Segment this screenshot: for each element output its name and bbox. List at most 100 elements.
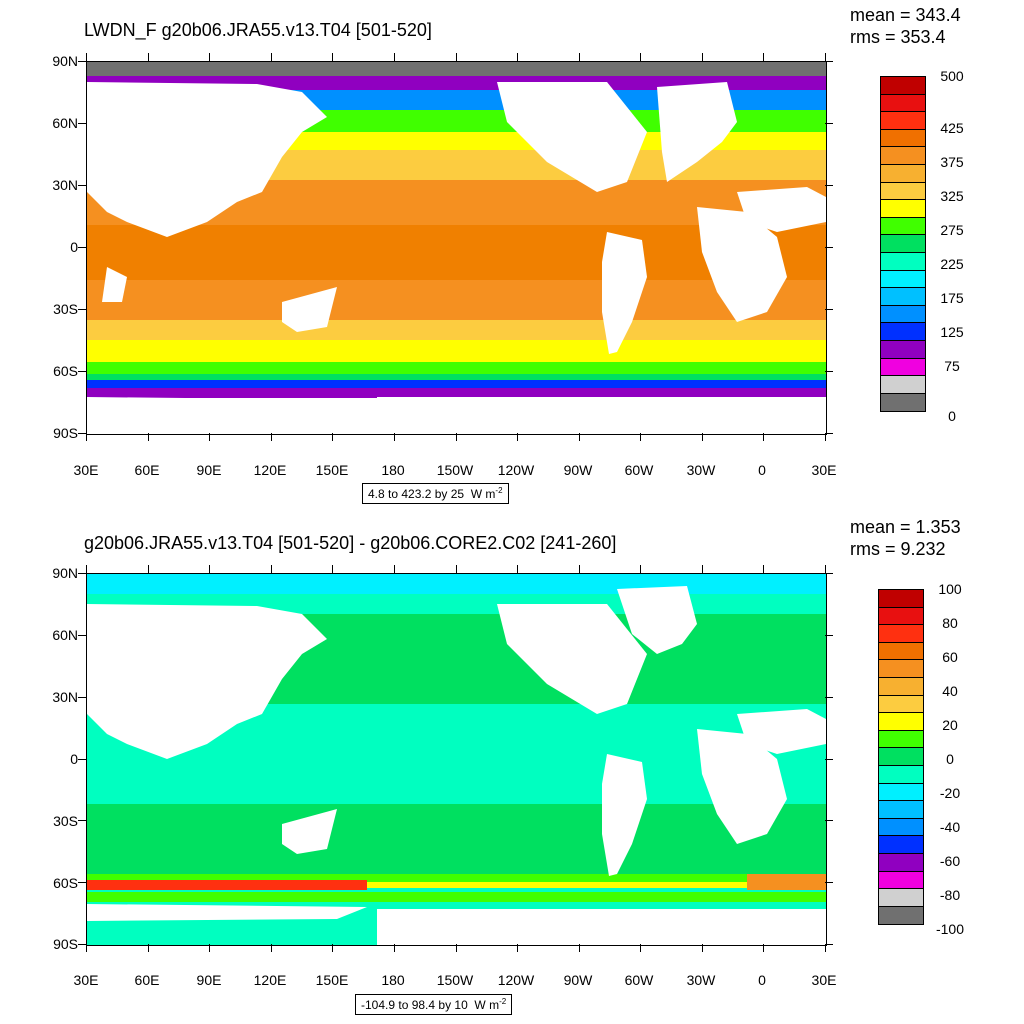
lon-label: 120E <box>253 462 287 478</box>
bottom-mean-stat: mean = 1.353 <box>850 517 961 537</box>
top-colorbar-label: 275 <box>940 222 964 238</box>
axis-tick <box>579 433 580 441</box>
axis-tick <box>825 759 833 760</box>
axis-tick <box>271 944 272 952</box>
axis-tick <box>332 944 333 952</box>
axis-tick <box>394 944 395 952</box>
axis-tick <box>78 759 86 760</box>
colorbar-swatch <box>881 270 925 289</box>
bottom-panel-title: g20b06.JRA55.v13.T04 [501-520] - g20b06.… <box>84 533 617 553</box>
bottom-info-text: -104.9 to 98.4 by 10 <box>361 998 468 1012</box>
colorbar-swatch <box>881 252 925 271</box>
axis-tick <box>209 944 210 952</box>
axis-tick <box>702 565 703 573</box>
colorbar-swatch <box>879 730 923 749</box>
axis-tick <box>825 882 833 883</box>
colorbar-swatch <box>881 288 925 306</box>
axis-tick <box>456 433 457 441</box>
lat-label: 30N <box>52 177 78 193</box>
lon-label: 180 <box>381 972 405 988</box>
colorbar-swatch <box>879 713 923 731</box>
bottom-map <box>86 573 827 946</box>
lon-label: 30E <box>73 972 99 988</box>
top-colorbar-label: 0 <box>948 408 956 424</box>
axis-tick <box>825 433 826 441</box>
colorbar-swatch <box>879 607 923 626</box>
lon-label: 150W <box>436 972 474 988</box>
top-map <box>86 61 827 435</box>
axis-tick <box>763 565 764 573</box>
lon-label: 90W <box>563 972 593 988</box>
colorbar-swatch <box>879 748 923 766</box>
axis-tick <box>271 565 272 573</box>
top-info-units: W m <box>470 487 496 501</box>
colorbar-swatch <box>881 94 925 113</box>
colorbar-swatch <box>881 305 925 324</box>
axis-tick <box>640 565 641 573</box>
axis-tick <box>763 433 764 441</box>
colorbar-swatch <box>879 889 923 907</box>
colorbar-swatch <box>881 164 925 183</box>
bottom-colorbar-label: -40 <box>939 819 961 835</box>
colorbar-swatch <box>881 129 925 148</box>
lat-label: 60N <box>52 627 78 643</box>
top-mean-stat: mean = 343.4 <box>850 5 961 25</box>
colorbar-swatch <box>881 217 925 236</box>
axis-tick <box>148 944 149 952</box>
lon-label: 30E <box>811 462 837 478</box>
axis-tick <box>825 247 833 248</box>
axis-tick <box>825 61 833 62</box>
colorbar-swatch <box>879 783 923 802</box>
lon-label: 180 <box>381 462 405 478</box>
axis-tick <box>517 944 518 952</box>
axis-tick <box>456 53 457 61</box>
top-colorbar-label: 425 <box>940 120 964 136</box>
top-colorbar-label: 175 <box>940 290 964 306</box>
axis-tick <box>579 565 580 573</box>
axis-tick <box>86 433 87 441</box>
axis-tick <box>640 433 641 441</box>
top-colorbar-label: 325 <box>940 188 964 204</box>
axis-tick <box>517 565 518 573</box>
axis-tick <box>148 53 149 61</box>
axis-tick <box>78 61 86 62</box>
lon-label: 90W <box>563 462 593 478</box>
lon-label: 0 <box>758 972 766 988</box>
bottom-colorbar-label: 60 <box>942 649 958 665</box>
axis-tick <box>78 635 86 636</box>
axis-tick <box>702 433 703 441</box>
axis-tick <box>394 53 395 61</box>
axis-tick <box>78 123 86 124</box>
top-colorbar-label: 75 <box>944 358 960 374</box>
axis-tick <box>825 433 833 434</box>
axis-tick <box>763 944 764 952</box>
top-colorbar-label: 125 <box>940 324 964 340</box>
lon-label: 90E <box>196 972 222 988</box>
lon-label: 150E <box>315 972 349 988</box>
top-info-exp: -2 <box>495 486 503 495</box>
axis-tick <box>78 573 86 574</box>
lon-label: 60E <box>134 972 160 988</box>
axis-tick <box>702 944 703 952</box>
colorbar-swatch <box>881 393 925 412</box>
colorbar-swatch <box>879 660 923 678</box>
axis-tick <box>825 573 833 574</box>
axis-tick <box>332 53 333 61</box>
axis-tick <box>78 247 86 248</box>
axis-tick <box>209 565 210 573</box>
bottom-colorbar-label: 40 <box>942 683 958 699</box>
top-map-field <box>87 62 826 434</box>
lat-label: 90S <box>53 936 78 952</box>
colorbar-swatch <box>879 836 923 854</box>
bottom-colorbar-label: 0 <box>946 751 954 767</box>
colorbar-swatch <box>879 871 923 890</box>
lon-label: 0 <box>758 462 766 478</box>
bottom-colorbar-label: -100 <box>935 921 965 937</box>
lon-label: 60W <box>624 972 654 988</box>
bottom-colorbar <box>878 589 924 926</box>
lat-label: 60S <box>53 875 78 891</box>
axis-tick <box>825 309 833 310</box>
lat-label: 0 <box>70 751 78 767</box>
bottom-info-units: W m <box>474 998 500 1012</box>
axis-tick <box>456 565 457 573</box>
